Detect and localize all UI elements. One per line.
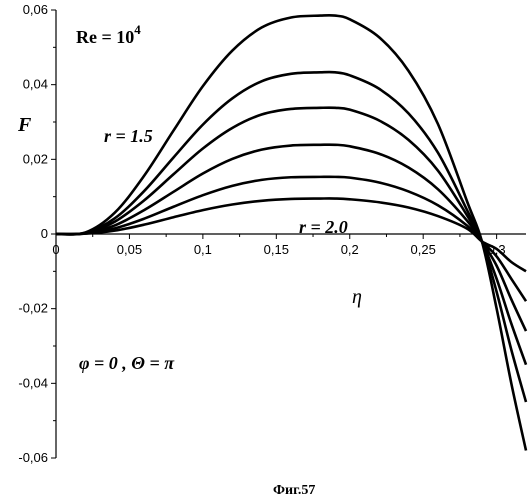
x-tick-label: 0,3 <box>488 242 506 257</box>
r-top-annotation: r = 1.5 <box>104 126 153 146</box>
y-tick-label: 0,02 <box>23 151 48 166</box>
series-line-1 <box>56 15 526 450</box>
y-tick-label: 0,04 <box>23 77 48 92</box>
r-bottom-annotation: r = 2.0 <box>299 217 348 237</box>
figure-caption: Фиг.57 <box>273 483 315 498</box>
x-tick-label: 0,05 <box>117 242 142 257</box>
x-tick-label: 0,2 <box>341 242 359 257</box>
y-tick-label: 0 <box>41 226 48 241</box>
re-annotation: Re = 104 <box>76 22 141 47</box>
x-axis-label: η <box>352 286 362 308</box>
x-tick-label: 0,25 <box>411 242 436 257</box>
y-axis-label: F <box>17 114 32 136</box>
x-tick-label: 0,1 <box>194 242 212 257</box>
y-tick-label: 0,06 <box>23 2 48 17</box>
x-tick-label: 0 <box>52 242 59 257</box>
y-tick-label: -0,06 <box>18 450 48 465</box>
axes <box>56 10 526 458</box>
y-tick-label: -0,02 <box>18 301 48 316</box>
series-lines <box>56 15 526 450</box>
x-tick-label: 0,15 <box>264 242 289 257</box>
y-tick-label: -0,04 <box>18 375 48 390</box>
params-annotation: φ = 0 , Θ = π <box>79 353 175 373</box>
